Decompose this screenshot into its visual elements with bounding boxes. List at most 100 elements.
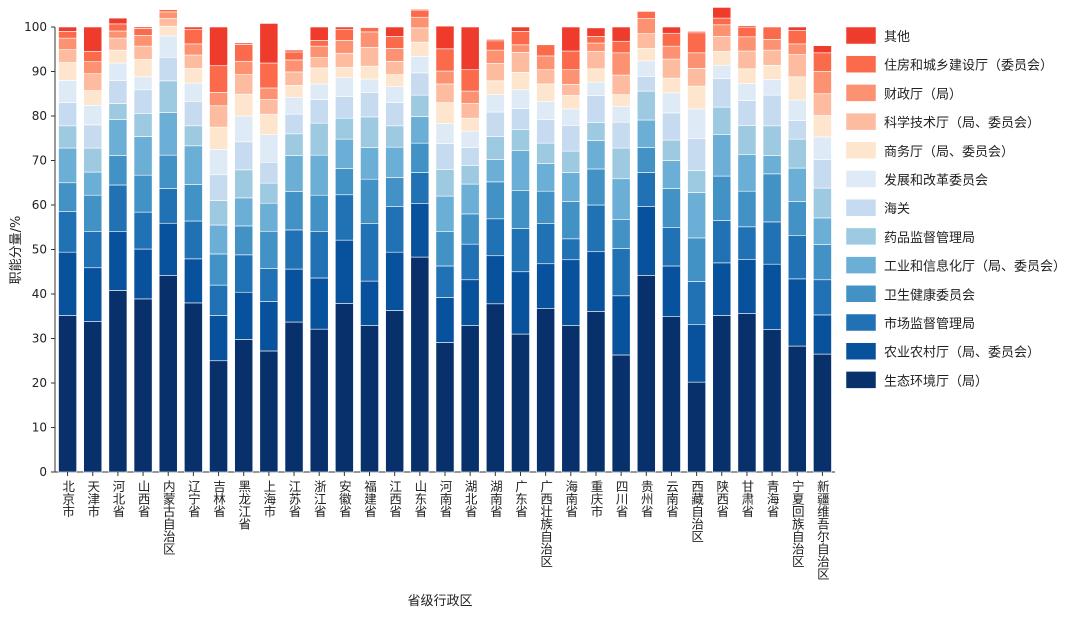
bar-segment xyxy=(460,213,480,245)
y-tick-label: 0 xyxy=(39,465,47,479)
bar-segment xyxy=(58,211,77,253)
bar-segment xyxy=(133,76,153,91)
bar-segment xyxy=(133,59,153,78)
bar-segment xyxy=(410,203,430,258)
bar-segment xyxy=(158,9,178,13)
x-tick-label: 湖南省 xyxy=(488,479,503,518)
bar-segment xyxy=(662,26,681,34)
bar-segment xyxy=(284,84,304,98)
bar-segment xyxy=(309,45,329,59)
bar-segment xyxy=(687,281,706,326)
bar-segment xyxy=(108,155,128,186)
bar-segment xyxy=(334,26,354,30)
legend-label: 工业和信息化厅（局、委员会） xyxy=(884,259,1066,275)
bar-segment xyxy=(259,182,279,204)
bar-segment xyxy=(536,308,556,473)
bar-segment xyxy=(435,102,455,124)
bar-segment xyxy=(561,50,581,71)
bar-segment xyxy=(511,44,530,53)
bar-segment xyxy=(687,31,706,34)
bar-segment xyxy=(410,172,430,204)
bar-segment xyxy=(209,105,228,128)
bar-segment xyxy=(83,171,103,196)
bar-segment xyxy=(460,165,480,185)
bar-segment xyxy=(813,217,832,245)
bar-segment xyxy=(83,194,103,233)
bar-segment xyxy=(83,61,103,75)
bar-segment xyxy=(787,278,807,347)
x-axis-title: 省级行政区 xyxy=(407,594,472,609)
bar-segment xyxy=(561,108,581,126)
bar-segment xyxy=(611,295,631,356)
bar-segment xyxy=(485,49,505,64)
bar-segment xyxy=(410,72,430,96)
legend-label: 商务厅（局、委员会） xyxy=(884,144,1014,160)
x-tick-label: 云南省 xyxy=(664,480,679,518)
bar-segment xyxy=(460,325,480,473)
bar-segment xyxy=(234,254,254,293)
bar-segment xyxy=(611,94,631,107)
bar-segment xyxy=(284,268,304,323)
bar-segment xyxy=(712,24,732,37)
bar-segment xyxy=(561,150,581,173)
bar-segment xyxy=(83,147,103,173)
bar-segment xyxy=(813,115,832,138)
bar-segment xyxy=(787,201,807,237)
bar-segment xyxy=(511,150,530,191)
bar-segment xyxy=(737,36,757,52)
y-tick-label: 50 xyxy=(32,243,47,257)
x-tick-label: 天津市 xyxy=(85,480,100,518)
bar-segment xyxy=(460,243,480,281)
bar-segment xyxy=(58,37,77,51)
bar-segment xyxy=(435,123,455,144)
bar-segment xyxy=(536,163,556,192)
bar-segment xyxy=(561,201,581,240)
bar-segment xyxy=(108,184,128,233)
bar-segment xyxy=(234,115,254,143)
bar-segment xyxy=(460,90,480,104)
bar-segment xyxy=(334,28,354,41)
y-tick-label: 20 xyxy=(32,376,47,390)
bar-segment xyxy=(234,291,254,340)
bar-segment xyxy=(58,49,77,63)
bar-segment xyxy=(435,265,455,298)
bar-segment xyxy=(234,74,254,95)
bar-segment xyxy=(234,93,254,117)
x-tick-label: 广东省 xyxy=(513,480,528,518)
bar-segment xyxy=(787,54,807,78)
bar-segment xyxy=(385,310,405,473)
bar-segment xyxy=(586,81,606,96)
bar-segment xyxy=(209,360,228,473)
bar-segment xyxy=(737,25,757,28)
y-axis-title: 职能分量/% xyxy=(9,216,24,285)
bar-segment xyxy=(385,125,405,148)
x-tick-label: 江西省 xyxy=(387,480,402,518)
bar-segment xyxy=(184,43,203,56)
x-tick-label: 重庆市 xyxy=(588,479,603,518)
bar-segment xyxy=(259,161,279,184)
bar-segment xyxy=(762,155,782,175)
bar-segment xyxy=(712,64,732,79)
bar-segment xyxy=(284,191,304,231)
bar-segment xyxy=(435,83,455,103)
bar-segment xyxy=(586,122,606,141)
bar-segment xyxy=(561,125,581,152)
bar-segment xyxy=(83,124,103,149)
bar-segment xyxy=(485,39,505,42)
bar-segment xyxy=(636,48,656,62)
bar-segment xyxy=(511,129,530,152)
bar-segment xyxy=(762,94,782,127)
bar-segment xyxy=(158,25,178,37)
bar-segment xyxy=(209,92,228,107)
bar-segment xyxy=(259,202,279,232)
legend-label: 财政厅（局） xyxy=(884,87,962,102)
bar-segment xyxy=(762,125,782,156)
bar-segment xyxy=(662,92,681,114)
bar-segment xyxy=(737,226,757,260)
bar-segment xyxy=(83,73,103,91)
bar-segment xyxy=(158,80,178,113)
bar-segment xyxy=(737,83,757,101)
bar-segment xyxy=(334,67,354,79)
x-tick-label: 黑龙江省 xyxy=(236,480,251,530)
x-tick-label: 辽宁省 xyxy=(186,480,201,518)
